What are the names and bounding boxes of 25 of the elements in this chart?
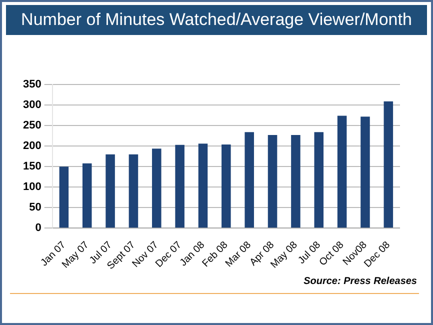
bar bbox=[59, 166, 69, 228]
bar bbox=[244, 132, 254, 228]
y-tick-label: 100 bbox=[22, 181, 42, 194]
bar bbox=[268, 135, 278, 228]
bar bbox=[82, 163, 92, 228]
y-tick-label: 300 bbox=[22, 99, 42, 112]
bar bbox=[175, 144, 184, 228]
y-tick-label: 50 bbox=[29, 202, 42, 214]
y-tick-label: 200 bbox=[22, 140, 42, 152]
bar bbox=[106, 154, 115, 228]
y-tick-label: 0 bbox=[35, 222, 42, 234]
bar bbox=[152, 148, 162, 228]
bar bbox=[222, 144, 231, 228]
bar bbox=[198, 144, 208, 228]
bar bbox=[314, 132, 324, 228]
bar bbox=[128, 154, 138, 228]
bar bbox=[291, 135, 300, 228]
bar bbox=[384, 101, 394, 228]
y-tick-label: 250 bbox=[22, 120, 42, 132]
bar bbox=[337, 116, 347, 228]
source-note: Source: Press Releases bbox=[304, 276, 417, 287]
y-tick-label: 150 bbox=[22, 160, 42, 173]
y-tick-label: 350 bbox=[22, 78, 42, 91]
chart-title: Number of Minutes Watched/Average Viewer/Month bbox=[6, 5, 427, 35]
bar bbox=[360, 116, 370, 228]
